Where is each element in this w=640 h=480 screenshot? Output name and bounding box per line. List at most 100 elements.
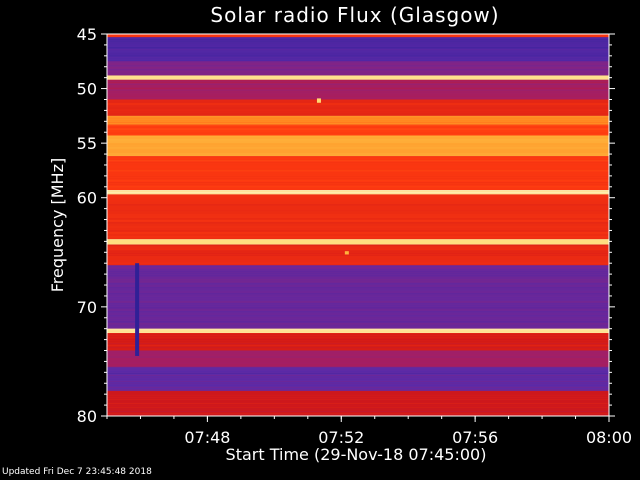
spectrum-texture bbox=[107, 99, 609, 101]
spectrum-texture bbox=[107, 410, 609, 412]
spectrum-texture bbox=[107, 85, 609, 87]
spectrum-texture bbox=[107, 287, 609, 289]
spectrum-texture bbox=[107, 347, 609, 349]
spectrum-texture bbox=[107, 182, 609, 184]
spectrum-texture bbox=[107, 224, 609, 226]
spectrum-texture bbox=[107, 392, 609, 394]
spectrum-texture bbox=[107, 343, 609, 345]
spectrum-texture bbox=[107, 275, 609, 277]
spectrum-texture bbox=[107, 141, 609, 143]
spectrum-texture bbox=[107, 45, 609, 47]
spectrum-texture bbox=[107, 362, 609, 364]
spectrum-texture bbox=[107, 176, 609, 178]
spectrum-texture bbox=[107, 412, 609, 414]
spectrum-texture bbox=[107, 232, 609, 234]
spectrum-texture bbox=[107, 204, 609, 206]
spectrum-texture bbox=[107, 400, 609, 402]
spectrum-texture bbox=[107, 109, 609, 111]
spectrum-texture bbox=[107, 345, 609, 347]
spectrum-texture bbox=[107, 350, 609, 352]
spectrum-texture bbox=[107, 380, 609, 382]
spectrum-texture bbox=[107, 366, 609, 368]
spectrum-texture bbox=[107, 239, 609, 241]
spectrum-texture bbox=[107, 305, 609, 307]
spectrum-texture bbox=[107, 295, 609, 297]
spectrum-texture bbox=[107, 210, 609, 212]
spectrum-texture bbox=[107, 289, 609, 291]
spectrum-texture bbox=[107, 341, 609, 343]
spectrum-texture bbox=[107, 166, 609, 168]
spectrum-texture bbox=[107, 222, 609, 224]
spectrum-texture bbox=[107, 208, 609, 210]
spectrum-texture bbox=[107, 162, 609, 164]
spectrum-texture bbox=[107, 57, 609, 59]
spectrum-texture bbox=[107, 291, 609, 293]
spectrum-texture bbox=[107, 37, 609, 39]
spectrum-texture bbox=[107, 184, 609, 186]
spectrum-texture bbox=[107, 180, 609, 182]
spectrum-texture bbox=[107, 69, 609, 71]
spectrum-texture bbox=[107, 319, 609, 321]
spectrum-band bbox=[107, 265, 609, 329]
x-tick-label: 07:52 bbox=[318, 428, 364, 447]
spectrum-texture bbox=[107, 313, 609, 315]
spectrum-texture bbox=[107, 47, 609, 49]
spectrum-texture bbox=[107, 273, 609, 275]
spectrum-texture bbox=[107, 321, 609, 323]
spectrum-texture bbox=[107, 246, 609, 248]
spectrum-texture bbox=[107, 145, 609, 147]
spectrum-texture bbox=[107, 128, 609, 130]
spectrum-texture bbox=[107, 315, 609, 317]
spectrum-texture bbox=[107, 236, 609, 238]
spectrum-texture bbox=[107, 256, 609, 258]
spectrum-texture bbox=[107, 352, 609, 354]
spectrum-texture bbox=[107, 220, 609, 222]
spectrum-texture bbox=[107, 212, 609, 214]
spectrum-texture bbox=[107, 248, 609, 250]
spectrum-texture bbox=[107, 135, 609, 137]
spectrum-texture bbox=[107, 372, 609, 374]
spectrum-texture bbox=[107, 41, 609, 43]
spectrum-texture bbox=[107, 124, 609, 126]
spectrum-texture bbox=[107, 374, 609, 376]
spectrum-texture bbox=[107, 206, 609, 208]
spectrum-texture bbox=[107, 307, 609, 309]
spectrum-texture bbox=[107, 317, 609, 319]
x-axis: 07:48 07:52 07:56 08:00 bbox=[106, 416, 632, 447]
spectrum-texture bbox=[107, 354, 609, 356]
spectrum-texture bbox=[107, 170, 609, 172]
spectrum-texture bbox=[107, 368, 609, 370]
spectrum-texture bbox=[107, 160, 609, 162]
spectrum-texture bbox=[107, 297, 609, 299]
x-tick-label: 07:56 bbox=[452, 428, 498, 447]
spectrum-texture bbox=[107, 93, 609, 95]
spectrum-texture bbox=[107, 360, 609, 362]
spectrum-texture bbox=[107, 75, 609, 77]
x-axis-label: Start Time (29-Nov-18 07:45:00) bbox=[226, 445, 487, 464]
y-tick-label: 45 bbox=[77, 25, 97, 44]
spectrum-texture bbox=[107, 172, 609, 174]
spectrum-texture bbox=[107, 398, 609, 400]
spectrum-texture bbox=[107, 330, 609, 332]
spectrum-texture bbox=[107, 130, 609, 132]
plot-frame bbox=[106, 33, 610, 417]
spectrum-texture bbox=[107, 190, 609, 192]
spectrum-texture bbox=[107, 126, 609, 128]
y-tick-label: 50 bbox=[77, 80, 97, 99]
spectrum-texture bbox=[107, 119, 609, 121]
spectrum-texture bbox=[107, 137, 609, 139]
spectrum-texture bbox=[107, 117, 609, 119]
spectrum-texture bbox=[107, 178, 609, 180]
spectrum-texture bbox=[107, 153, 609, 155]
spectrum-texture bbox=[107, 115, 609, 117]
spectrum-texture bbox=[107, 408, 609, 410]
spectrum-texture bbox=[107, 388, 609, 390]
spectrum-texture bbox=[107, 39, 609, 41]
spectrum-texture bbox=[107, 309, 609, 311]
spectrum-texture bbox=[107, 43, 609, 45]
spectrum-texture bbox=[107, 323, 609, 325]
spectrum-texture bbox=[107, 91, 609, 93]
spectrum-texture bbox=[107, 49, 609, 51]
spectrum-texture bbox=[107, 105, 609, 107]
spectrum-texture bbox=[107, 370, 609, 372]
